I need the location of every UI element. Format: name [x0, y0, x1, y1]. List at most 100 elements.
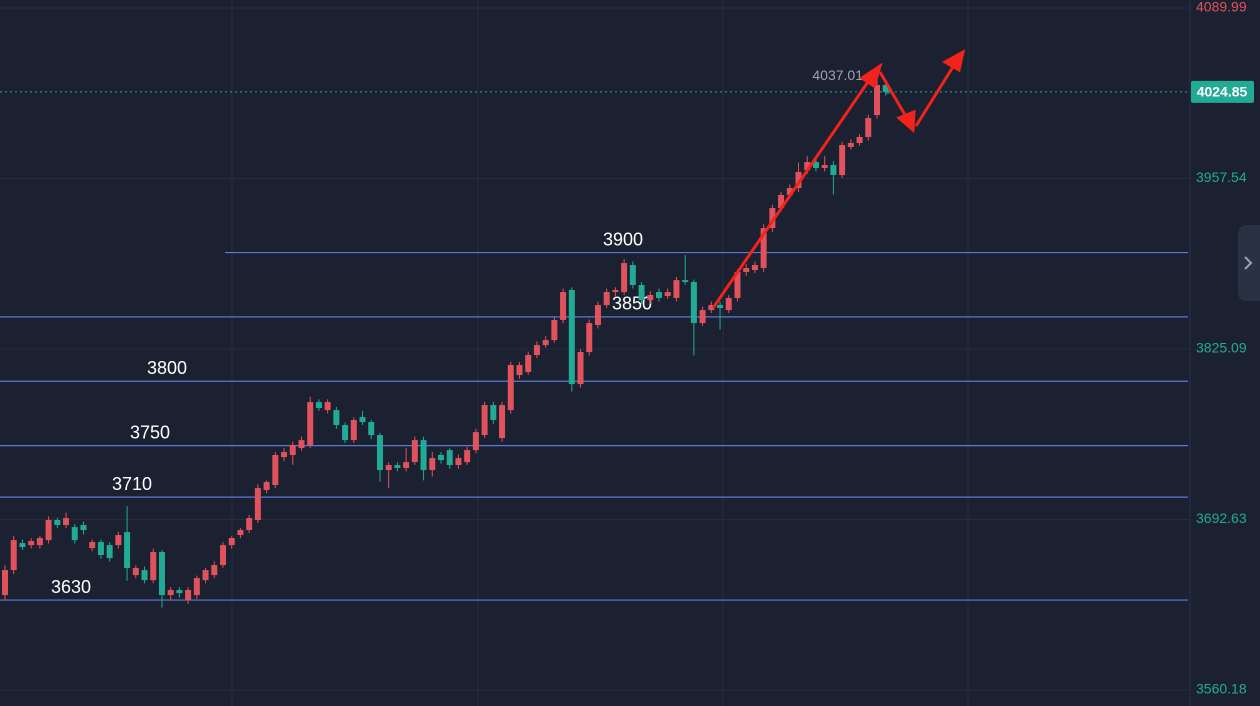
level-label: 3850	[612, 294, 652, 314]
candle-body	[464, 450, 471, 463]
candle-body	[350, 419, 357, 441]
candle-body	[289, 445, 296, 456]
candle-body	[542, 340, 549, 346]
candle-body	[551, 319, 558, 341]
candle-body	[708, 305, 715, 311]
candle-body	[682, 280, 689, 283]
candle-body	[333, 410, 340, 426]
price-axis: 3560.18 3692.63 3825.09 3957.54 4089.99 4024.…	[1191, 0, 1254, 697]
candle-body	[760, 228, 767, 268]
candle-body	[603, 292, 610, 306]
tab-background[interactable]	[1238, 225, 1260, 301]
candle-body	[656, 292, 662, 298]
candle-body	[804, 162, 811, 171]
candle-body	[45, 520, 52, 541]
tab-icon[interactable]	[1244, 256, 1253, 270]
candle-body	[394, 465, 401, 469]
candle-body	[786, 188, 793, 196]
candle-body	[865, 118, 872, 137]
candle-body	[124, 532, 131, 569]
candle-body	[246, 518, 253, 531]
candle-body	[281, 452, 288, 458]
candle-body	[220, 545, 226, 566]
candle-body	[812, 162, 819, 168]
candle-body	[307, 402, 314, 446]
candle-body	[359, 417, 366, 423]
candle-body	[193, 578, 200, 596]
candle-body	[638, 284, 645, 301]
candle-body	[594, 305, 601, 326]
candle-body	[690, 282, 697, 324]
candle-body	[612, 289, 619, 293]
candle-body	[751, 265, 758, 271]
level-label: 3800	[147, 358, 187, 378]
candle-body	[629, 265, 636, 285]
candle-body	[839, 145, 846, 176]
candles: 4037.01	[2, 67, 892, 608]
candle-body	[19, 543, 26, 548]
candle-body	[769, 208, 776, 229]
candle-body	[272, 455, 279, 485]
candle-body	[342, 425, 349, 441]
candle-body	[830, 165, 837, 176]
y-tick-label: 3825.09	[1196, 340, 1247, 356]
candle-body	[36, 538, 43, 546]
candle-body	[778, 195, 785, 209]
candle-body	[717, 305, 724, 309]
candle-body	[472, 432, 479, 451]
high-label: 4037.01	[812, 67, 863, 83]
candle-body	[63, 518, 70, 526]
arrow-line	[711, 75, 874, 309]
candle-body	[586, 323, 593, 353]
level-label: 3750	[130, 422, 170, 442]
candle-body	[202, 570, 209, 581]
candle-body	[106, 545, 113, 559]
candle-body	[115, 535, 122, 546]
y-tick-label: 4089.99	[1196, 0, 1247, 15]
candle-body	[89, 542, 96, 549]
candle-body	[429, 458, 436, 471]
candle-body	[28, 541, 35, 546]
candle-body	[490, 405, 497, 420]
candle-body	[71, 527, 78, 541]
candle-body	[228, 538, 235, 546]
arrow-head	[859, 62, 883, 89]
candle-body	[10, 540, 17, 571]
candle-body	[533, 345, 540, 355]
candle-body	[185, 590, 192, 601]
candle-body	[54, 520, 61, 526]
candle-body	[874, 84, 880, 116]
candle-body	[438, 455, 444, 461]
candle-body	[385, 465, 392, 471]
y-tick-label: 3957.54	[1196, 169, 1247, 185]
candle-body	[411, 440, 418, 463]
candle-body	[621, 263, 628, 293]
candle-body	[254, 488, 261, 521]
candle-body	[167, 590, 174, 596]
level-label: 3710	[112, 474, 152, 494]
candle-body	[647, 295, 654, 301]
arrow-head	[941, 49, 966, 73]
grid	[0, 0, 1190, 706]
y-tick-label: 3560.18	[1196, 681, 1247, 697]
candle-body	[699, 310, 706, 324]
candle-body	[368, 422, 375, 436]
candle-body	[856, 136, 863, 144]
drawn-arrows	[711, 49, 966, 309]
candle-body	[673, 280, 680, 298]
candle-body	[237, 530, 244, 536]
candle-body	[263, 482, 270, 491]
collapse-tab[interactable]	[1238, 225, 1260, 301]
arrow-line	[878, 71, 910, 121]
candle-body	[743, 267, 750, 272]
candle-body	[420, 440, 427, 471]
candle-body	[455, 458, 462, 466]
candle-body	[176, 590, 183, 594]
candle-body	[577, 352, 584, 385]
candle-body	[376, 435, 383, 471]
candle-body	[324, 402, 331, 411]
candle-body	[446, 450, 453, 466]
candle-body	[734, 271, 741, 298]
candle-body	[80, 525, 87, 531]
